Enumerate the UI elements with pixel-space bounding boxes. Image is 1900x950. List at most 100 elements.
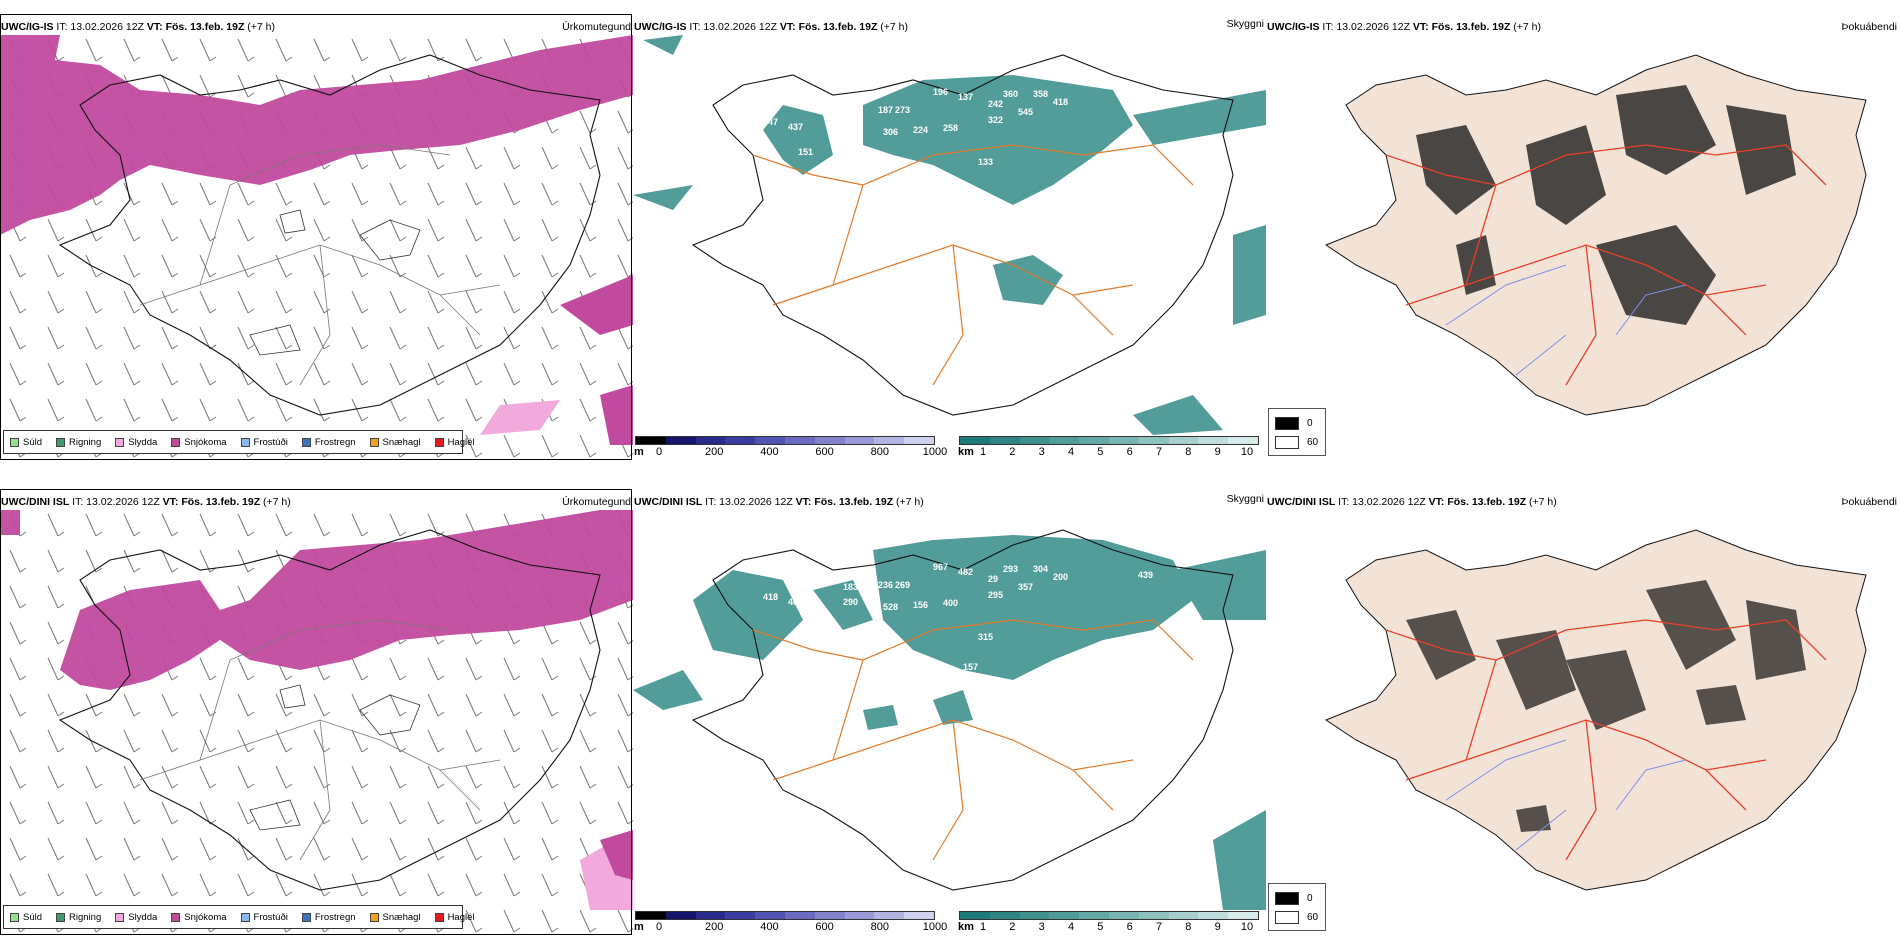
- ceiling-height-label: 408: [843, 122, 858, 132]
- ceiling-color-step: [874, 912, 905, 919]
- legend-swatch: [1275, 892, 1299, 905]
- ceiling-color-step: [755, 912, 785, 919]
- fog-index-map: [1324, 54, 1867, 416]
- legend-swatch: [240, 437, 250, 447]
- visibility-tick-label: 8: [1185, 446, 1192, 458]
- legend-label: Rigning: [69, 436, 102, 448]
- snow-area: [0, 35, 633, 235]
- legend-label: 0: [1307, 418, 1313, 429]
- model-name: UWC/DINI ISL: [634, 496, 703, 508]
- visibility-unit: km: [958, 446, 974, 458]
- roads: [139, 144, 501, 386]
- road-network: [1385, 619, 1827, 861]
- model-name: UWC/DINI ISL: [1, 496, 70, 508]
- legend-swatch: [1275, 436, 1299, 449]
- rivers: [1445, 739, 1687, 851]
- valid-time-label: VT:: [1412, 21, 1429, 33]
- ceiling-color-step: [784, 437, 815, 444]
- legend-row: 60: [1275, 436, 1318, 449]
- init-time: IT: 13.02.2026 12Z: [56, 21, 144, 33]
- visibility-color-step: [1049, 437, 1080, 444]
- ceiling-height-label: 306: [883, 127, 898, 137]
- model-name: UWC/IG-IS: [1267, 21, 1320, 33]
- legend-item-drizzle: Súld: [10, 912, 42, 923]
- ceiling-height-label: 463: [788, 597, 803, 607]
- ceiling-color-step: [695, 912, 726, 919]
- legend-row: 0: [1275, 892, 1313, 905]
- legend-label: Haglél: [447, 436, 475, 448]
- precip-type-map: [0, 35, 633, 465]
- visibility-tick-label: 2: [1009, 446, 1016, 458]
- fog-index-legend: 0 60: [1268, 408, 1326, 456]
- visibility-map: 47 418 463 420 183 290 236 269 528 156 400 967 482 29…: [633, 529, 1266, 910]
- visibility-color-step: [1198, 912, 1229, 919]
- lead-time: (+7 h): [1529, 496, 1557, 508]
- lead-time: (+7 h): [1513, 21, 1542, 33]
- visibility-tick-label: 7: [1155, 446, 1163, 458]
- ceiling-colorbar-ticks: 0 200 400 600 800 1000: [635, 920, 947, 934]
- visibility-tick-label: 1: [979, 446, 987, 458]
- precip-type-legend: Súld Rigning Slydda Snjókoma Frostúði Fr…: [3, 905, 475, 929]
- model-name: UWC/IG-IS: [634, 21, 687, 33]
- visibility-color-step: [1019, 912, 1050, 919]
- ceiling-height-label: 482: [958, 567, 973, 577]
- legend-label: Snæhagl: [382, 436, 421, 448]
- ceiling-height-label: 400: [943, 598, 958, 608]
- snow-area: [600, 830, 633, 880]
- ceiling-color-step: [665, 437, 696, 444]
- legend-swatch: [369, 912, 379, 922]
- ceiling-color-step: [874, 437, 905, 444]
- ceiling-color-step: [904, 912, 934, 919]
- legend-item-hail: Haglél: [434, 912, 475, 923]
- valid-time: Fös. 13.feb. 19Z: [1447, 496, 1527, 508]
- visibility-color-step: [1228, 437, 1258, 444]
- ceiling-tick-label: 0: [655, 446, 663, 458]
- valid-time-label: VT:: [795, 496, 812, 508]
- visibility-color-step: [1138, 437, 1169, 444]
- init-time: IT: 13.02.2026 12Z: [705, 496, 793, 508]
- legend-label: Snjókoma: [184, 436, 227, 448]
- ceiling-tick-label: 800: [870, 921, 889, 933]
- legend-item-rain: Rigning: [56, 437, 101, 448]
- legend-item-snow-pellets: Snæhagl: [369, 912, 421, 923]
- valid-time-label: VT:: [146, 21, 163, 33]
- ceiling-tick-label: 800: [870, 446, 889, 458]
- ceiling-tick-label: 400: [760, 446, 779, 458]
- visibility-color-step: [1228, 912, 1258, 919]
- legend-swatch: [301, 912, 311, 922]
- legend-item-freezing-rain: Frostregn: [301, 912, 356, 923]
- ceiling-height-label: 37: [983, 242, 993, 252]
- legend-label: 0: [1307, 893, 1313, 904]
- ceiling-tick-label: 200: [705, 921, 724, 933]
- ceiling-color-step: [636, 912, 666, 919]
- visibility-tick-label: 6: [1126, 921, 1133, 933]
- visibility-tick-label: 2: [1009, 921, 1016, 933]
- ceiling-height-label: 360: [1003, 89, 1018, 99]
- precip-type-panel-top: UWC/IG-IS IT: 13.02.2026 12Z VT: Fös. 13…: [0, 0, 633, 475]
- legend-label: 60: [1307, 437, 1319, 448]
- visibility-map: 41 647 437 151 25 408 187 273 306 224 258 196 137 242…: [633, 35, 1266, 435]
- init-time: IT: 13.02.2026 12Z: [72, 496, 160, 508]
- ceiling-color-step: [695, 437, 726, 444]
- ceiling-height-label: 187: [878, 105, 893, 115]
- field-name: Skyggni: [1226, 493, 1264, 505]
- visibility-color-step: [1079, 437, 1109, 444]
- legend-swatch: [171, 437, 181, 447]
- fog-index-map: [1324, 529, 1867, 891]
- legend-item-sleet: Slydda: [115, 912, 157, 923]
- valid-time-label: VT:: [779, 21, 796, 33]
- visibility-color-step: [1168, 912, 1199, 919]
- ceiling-height-label: 269: [895, 580, 910, 590]
- visibility-color-step: [960, 912, 990, 919]
- ceiling-labels: 47 418 463 420 183 290 236 269 528 156 400 967 482 29…: [758, 542, 1153, 727]
- legend-swatch: [171, 912, 181, 922]
- legend-item-snow: Snjókoma: [171, 436, 227, 448]
- ceiling-height-label: 315: [978, 632, 993, 642]
- visibility-color-step: [960, 437, 990, 444]
- low-visibility-area: [633, 535, 1266, 910]
- ceiling-tick-label: 0: [655, 921, 663, 933]
- legend-swatch: [301, 437, 311, 447]
- precip-type-map: [0, 510, 633, 940]
- lead-time: (+7 h): [896, 496, 924, 508]
- visibility-tick-label: 6: [1126, 446, 1133, 458]
